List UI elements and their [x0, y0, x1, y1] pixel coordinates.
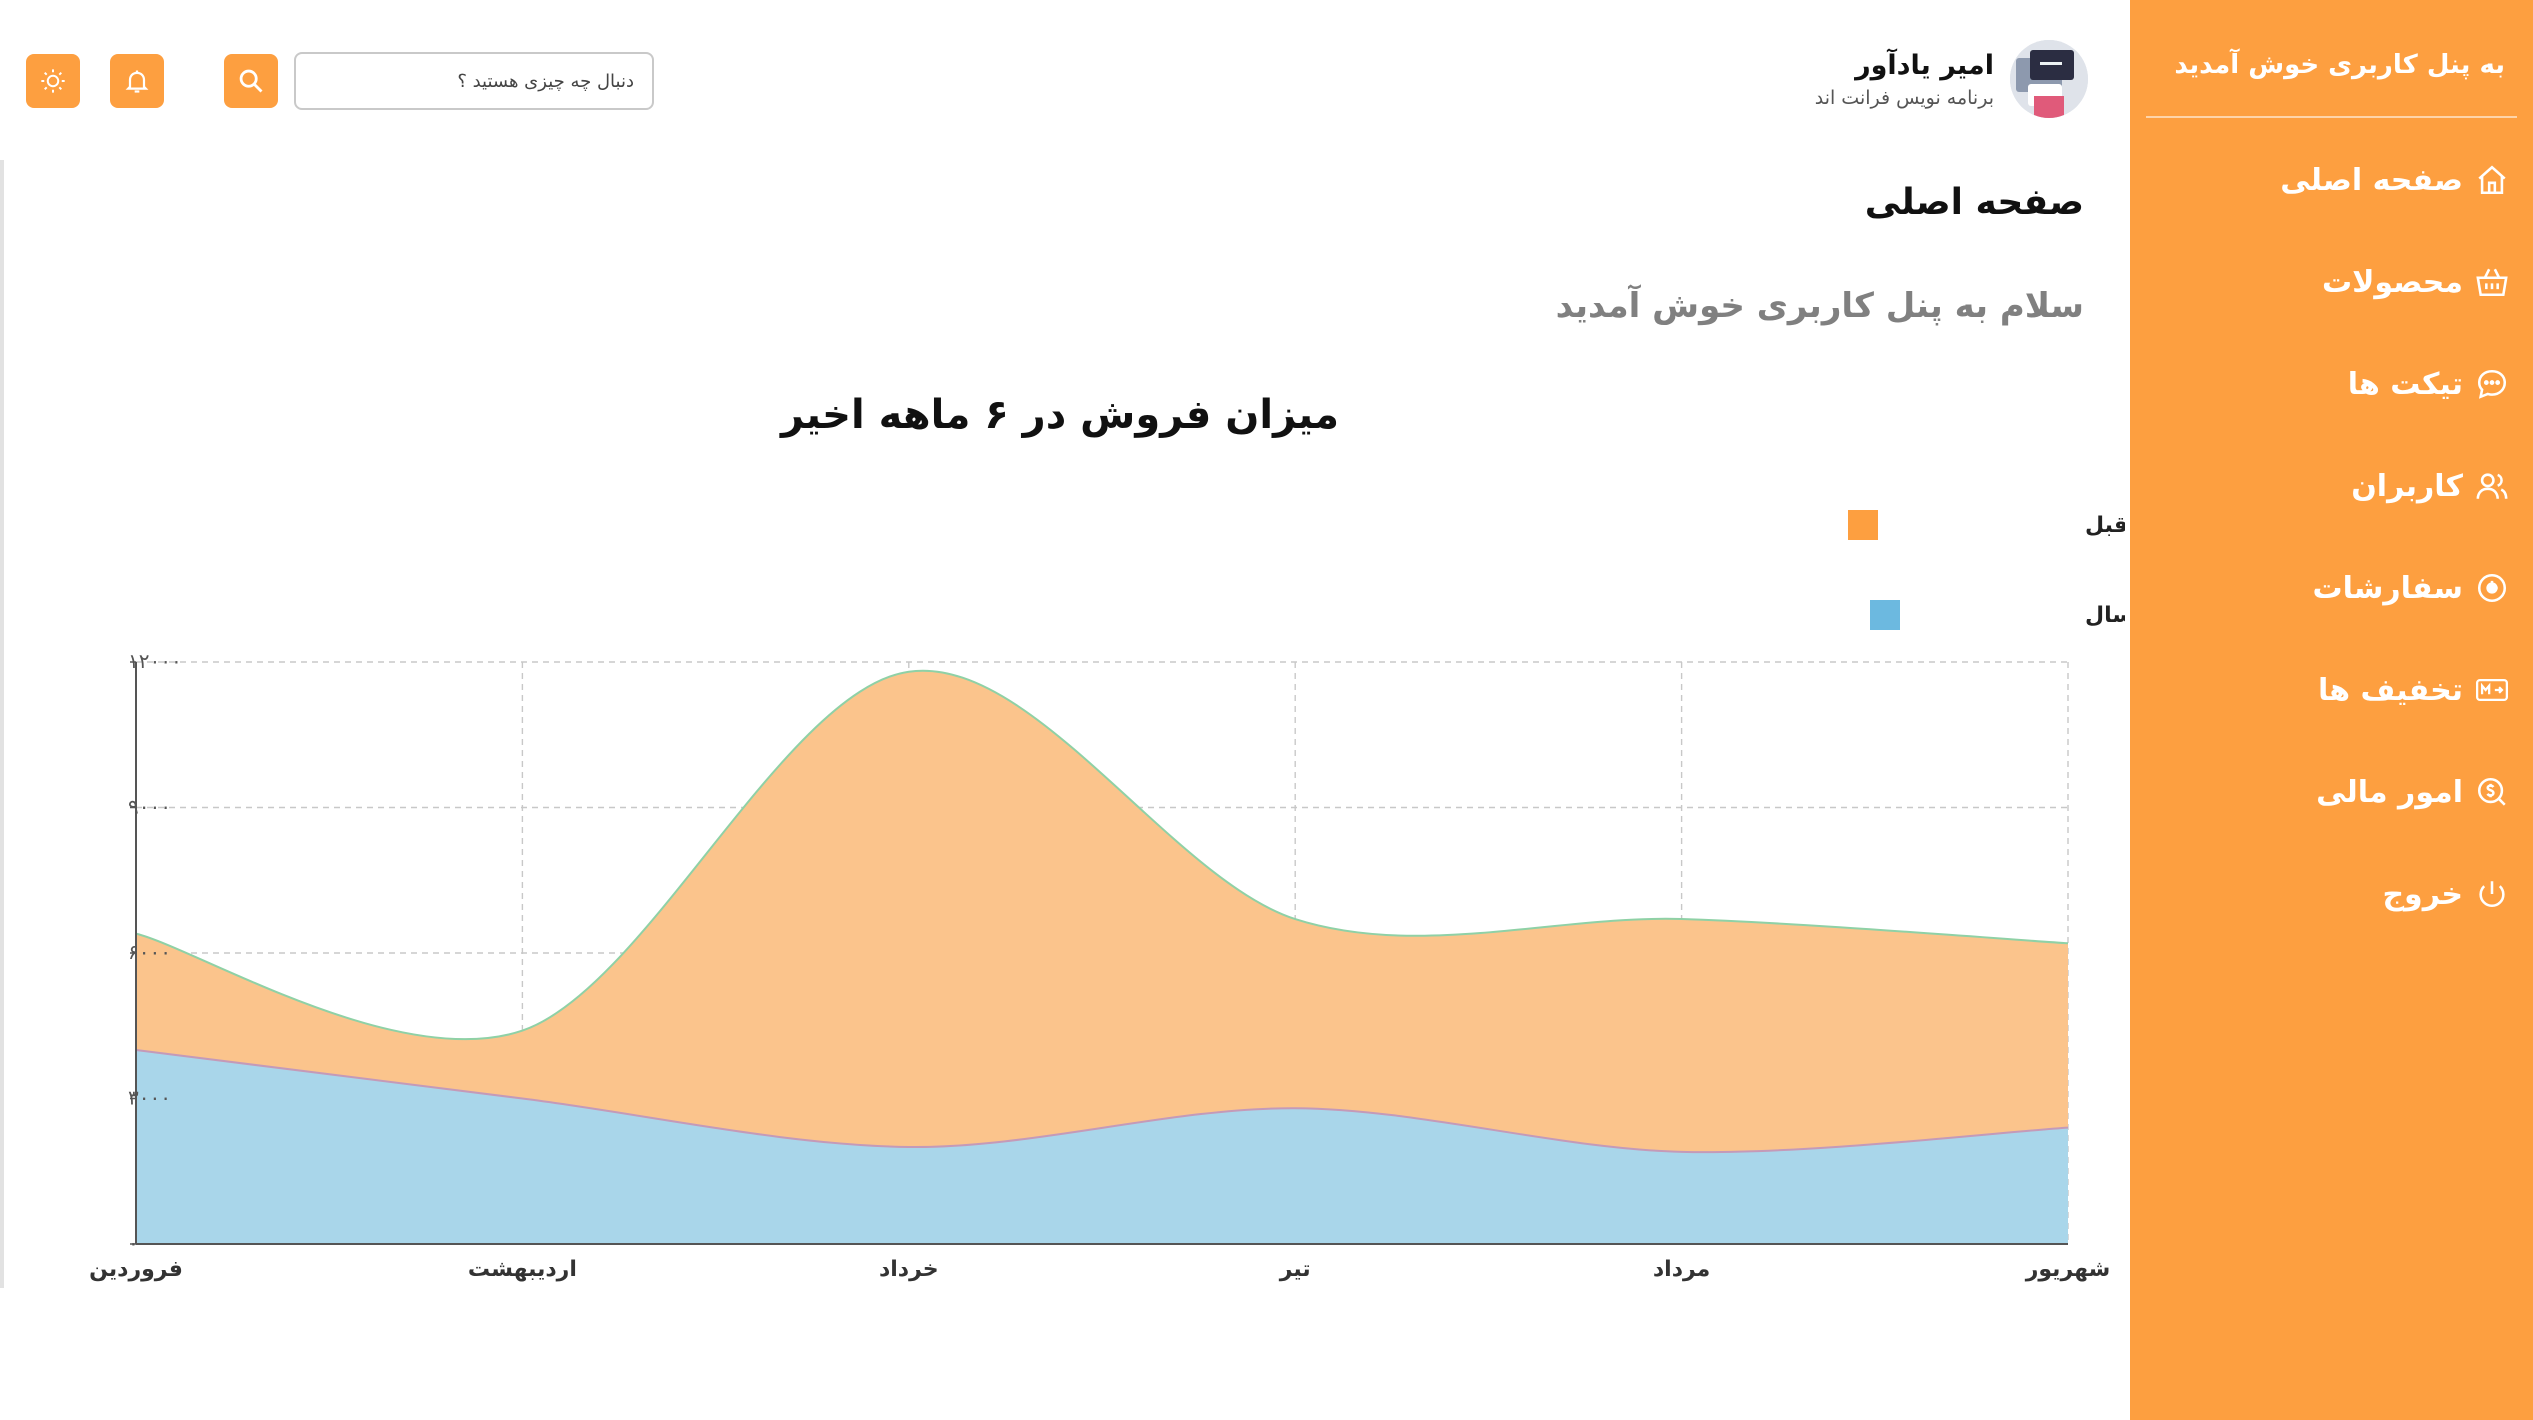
- sidebar-item-label: صفحه اصلی: [2280, 162, 2463, 198]
- legend-label: فروش شما در سال قبل: [2085, 513, 2125, 538]
- sidebar-item-label: محصولات: [2321, 264, 2463, 300]
- sidebar-item-label: تخفیف ها: [2318, 672, 2463, 708]
- search-input[interactable]: [294, 52, 654, 110]
- series-line: [135, 669, 2069, 1041]
- home-icon: [2478, 165, 2506, 195]
- user-name: امیر یادآور: [1855, 49, 1994, 81]
- legend-swatch: [1848, 510, 1878, 540]
- theme-toggle-button[interactable]: [26, 54, 80, 108]
- content-border: [0, 160, 4, 1288]
- chart-title: میزان فروش در ۶ ماهه اخیر: [779, 392, 1339, 438]
- search-button[interactable]: [224, 54, 278, 108]
- sidebar-item-users[interactable]: کاربران: [2351, 460, 2509, 512]
- sidebar-item-logout[interactable]: خروج: [2382, 868, 2509, 920]
- sidebar-item-tickets[interactable]: تیکت ها: [2348, 358, 2509, 410]
- x-tick-label: مرداد: [1653, 1257, 1710, 1282]
- chat-icon: [2477, 369, 2507, 399]
- sidebar-divider: [2146, 116, 2517, 118]
- basket-icon: [2476, 268, 2508, 297]
- sun-icon: [41, 69, 65, 93]
- page-title: صفحه اصلی: [1864, 182, 2084, 223]
- legend-swatch: [1870, 600, 1900, 630]
- finance-icon: [2477, 777, 2506, 806]
- notifications-button[interactable]: [110, 54, 164, 108]
- x-tick-label: خرداد: [879, 1257, 939, 1282]
- sidebar-item-products[interactable]: محصولات: [2322, 256, 2509, 308]
- y-tick-label: ۳۰۰۰: [128, 1086, 171, 1110]
- sidebar-item-label: تیکت ها: [2347, 366, 2463, 402]
- series-area: [136, 670, 2068, 1244]
- welcome-text: سلام به پنل کاربری خوش آمدید: [1555, 286, 2084, 326]
- y-tick-label: ۶۰۰۰: [128, 940, 171, 964]
- series-area: [136, 1050, 2068, 1244]
- search-icon: [239, 69, 263, 93]
- sidebar-title: به پنل کاربری خوش آمدید: [2174, 50, 2505, 80]
- users-icon: [2476, 473, 2508, 499]
- sidebar-item-home[interactable]: صفحه اصلی: [2280, 154, 2509, 206]
- x-tick-label: اردیبهشت: [468, 1257, 577, 1282]
- user-role: برنامه نویس فرانت اند: [1814, 86, 1994, 109]
- sidebar: به پنل کاربری خوش آمدید صفحه اصلی محصولا…: [2130, 0, 2533, 1420]
- y-tick-label: ۰: [128, 1231, 139, 1255]
- y-tick-label: ۹۰۰۰: [128, 795, 171, 819]
- sidebar-item-label: سفارشات: [2312, 570, 2463, 606]
- x-tick-label: فروردین: [89, 1257, 183, 1282]
- sidebar-item-orders[interactable]: سفارشات: [2312, 562, 2509, 614]
- power-icon: [2479, 881, 2505, 908]
- sidebar-item-label: خروج: [2382, 876, 2463, 912]
- bell-icon: [125, 70, 149, 93]
- legend-label: فروش شما درامسال: [2085, 603, 2125, 628]
- sidebar-item-label: امور مالی: [2316, 774, 2463, 810]
- series-line: [135, 1049, 2069, 1154]
- user-profile[interactable]: امیر یادآور برنامه نویس فرانت اند: [1815, 40, 2088, 118]
- x-tick-label: شهریور: [2025, 1257, 2111, 1282]
- sidebar-item-finance[interactable]: امور مالی: [2316, 766, 2509, 818]
- avatar: [2010, 40, 2088, 118]
- x-tick-label: تیر: [1279, 1257, 1311, 1282]
- orders-icon: [2477, 573, 2507, 603]
- sidebar-item-discounts[interactable]: تخفیف ها: [2318, 664, 2509, 716]
- discount-icon: [2475, 678, 2509, 702]
- sidebar-item-label: کاربران: [2351, 468, 2463, 504]
- y-tick-label: ۱۲۰۰۰: [128, 649, 182, 673]
- sales-chart: میزان فروش در ۶ ماهه اخیر فروش شما در سا…: [89, 392, 2125, 1282]
